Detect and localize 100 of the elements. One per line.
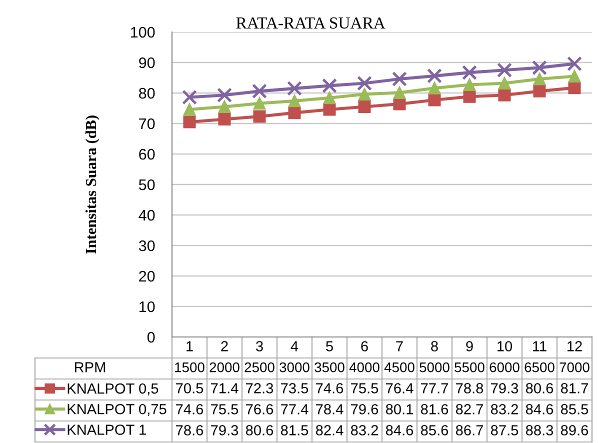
data-label: 77.4 (281, 404, 308, 414)
y-tick-label: 80 (139, 88, 155, 99)
data-label: 84.6 (386, 425, 414, 436)
point (498, 88, 511, 102)
data-label: 81.6 (420, 404, 448, 414)
y-tick-label: 10 (140, 301, 155, 312)
point (533, 84, 546, 98)
data-label: 77.7 (421, 383, 448, 394)
data-label: 76.4 (386, 383, 414, 394)
point (358, 88, 371, 100)
data-label: 80.6 (246, 425, 274, 436)
data-label: 71.4 (211, 383, 238, 394)
point (217, 88, 232, 103)
data-label: 72.3 (246, 383, 274, 394)
point (358, 100, 371, 113)
data-label: 73.5 (281, 383, 308, 394)
point (498, 76, 511, 90)
y-tick-label: 90 (139, 57, 155, 68)
data-label: 80.1 (386, 404, 413, 414)
point (533, 72, 546, 86)
legend-label: KNALPOT 1 (68, 424, 146, 435)
data-label: 78.6 (176, 425, 204, 436)
data-label: 85.5 (560, 404, 588, 414)
point (463, 90, 476, 103)
data-label: 75.5 (351, 383, 378, 394)
x-tick-label: 5 3500 (314, 341, 344, 372)
data-label: 85.6 (420, 425, 448, 436)
y-tick-label: 20 (139, 270, 155, 282)
x-tick-label: 9 5500 (454, 341, 484, 372)
data-label: 83.2 (490, 404, 518, 414)
point (253, 97, 266, 110)
data-label: 78.4 (316, 404, 344, 414)
point (532, 60, 547, 76)
point (463, 78, 476, 92)
data-label: 82.7 (456, 404, 483, 414)
point (428, 82, 441, 94)
point (427, 68, 442, 84)
data-label: 81.7 (560, 383, 588, 394)
data-label: 83.2 (350, 425, 378, 436)
point (288, 106, 301, 120)
point (568, 82, 581, 94)
data-label: 74.6 (176, 404, 204, 414)
point (287, 80, 302, 96)
point (357, 76, 372, 91)
data-label: 75.5 (211, 404, 238, 414)
data-label: 78.8 (456, 383, 484, 394)
data-label: 74.6 (316, 383, 344, 394)
point (392, 71, 407, 86)
x-tick-label: 1 1500 (175, 341, 204, 372)
y-tick-label: 30 (138, 240, 155, 252)
point (497, 62, 512, 78)
point (428, 94, 441, 106)
x-tick-label: 4 3000 (280, 341, 310, 372)
data-label: 86.7 (456, 425, 483, 436)
x-tick-label: 12 7000 (560, 341, 590, 372)
chart-title: RATA-RATA SUARA (236, 17, 386, 29)
x-tick-label: 11 6500 (524, 341, 554, 372)
point (252, 84, 267, 99)
data-label: 70.5 (176, 383, 204, 394)
point (183, 116, 196, 128)
y-tick-label: 70 (139, 118, 155, 130)
y-axis-title: Intensitas Suara (dB) (85, 116, 100, 254)
data-label: 82.4 (316, 425, 344, 436)
data-label: 87.5 (490, 425, 518, 436)
point (462, 65, 477, 80)
point (568, 70, 581, 82)
x-tick-label: 6 4000 (349, 341, 380, 372)
point (393, 86, 406, 99)
data-label: 80.6 (526, 383, 554, 394)
data-label: 89.6 (560, 425, 588, 436)
data-label: 79.6 (351, 404, 378, 414)
data-label: 79.3 (491, 383, 518, 394)
y-tick-label: 60 (139, 148, 155, 160)
x-axis-title: RPM (74, 362, 106, 372)
y-tick-label: 40 (138, 210, 155, 221)
data-label: 79.3 (211, 425, 238, 436)
data-label: 81.5 (280, 425, 308, 436)
point (322, 78, 337, 94)
point (288, 94, 301, 108)
data-label: 88.3 (526, 425, 554, 436)
x-tick-label: 3 2500 (244, 341, 274, 372)
point (218, 112, 231, 126)
y-tick-label: 0 (147, 332, 155, 343)
x-tick-label: 10 6000 (490, 341, 520, 372)
data-label: 76.6 (246, 404, 274, 414)
point (567, 56, 582, 72)
point (183, 103, 196, 116)
point (253, 110, 266, 123)
point (323, 103, 336, 116)
legend-label: KNALPOT 0,75 (68, 404, 166, 416)
point (182, 90, 197, 105)
x-tick-label: 7 4500 (384, 341, 414, 372)
point (323, 92, 336, 104)
point (218, 100, 231, 113)
y-tick-label: 100 (131, 26, 155, 38)
y-tick-label: 50 (138, 179, 155, 190)
x-tick-label: 8 5000 (420, 341, 450, 372)
data-label: 84.6 (526, 404, 554, 414)
legend-label: KNALPOT 0,5 (68, 383, 158, 396)
x-tick-label: 2 2000 (210, 341, 240, 372)
